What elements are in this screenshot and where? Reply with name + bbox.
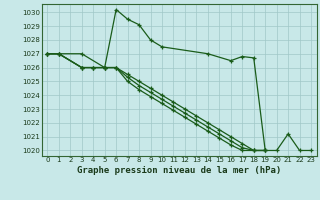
X-axis label: Graphe pression niveau de la mer (hPa): Graphe pression niveau de la mer (hPa) (77, 166, 281, 175)
